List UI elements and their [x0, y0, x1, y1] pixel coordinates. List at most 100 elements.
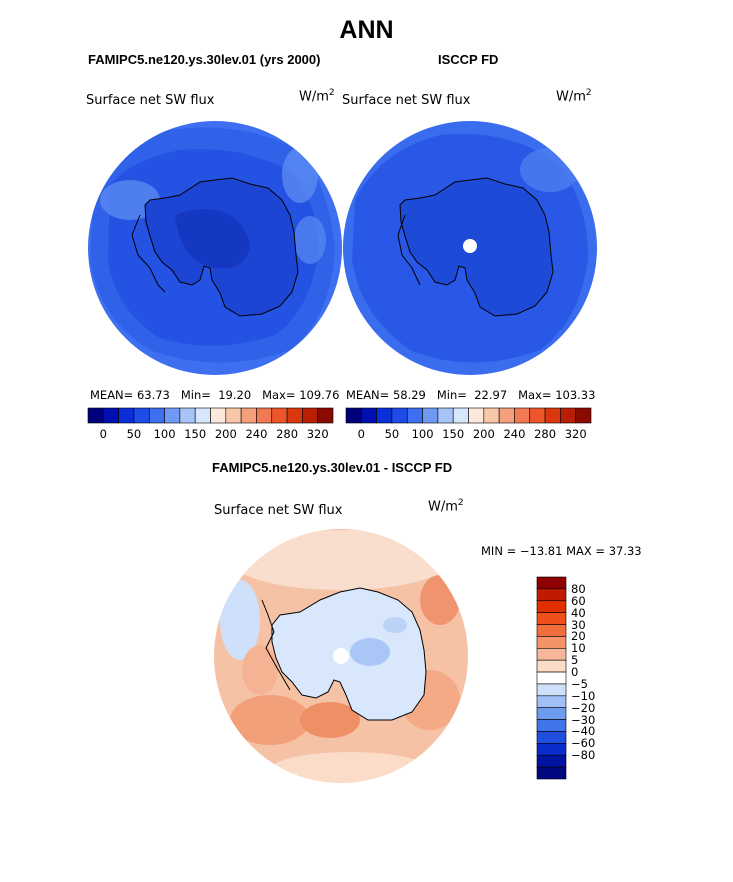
- left-colorbar-swatch: [148, 407, 165, 424]
- left-colorbar-tick-label: 100: [153, 427, 176, 441]
- right-colorbar-swatch: [406, 407, 423, 424]
- left-colorbar-tick-label: 280: [276, 427, 299, 441]
- diff-colorbar-tick-label: 60: [571, 593, 586, 608]
- right-colorbar-swatch: [452, 407, 469, 424]
- left-colorbar-swatch: [210, 407, 227, 424]
- right-colorbar-swatch: [468, 407, 485, 424]
- left-colorbar-swatch: [286, 407, 303, 424]
- diff-panel-title: FAMIPC5.ne120.ys.30lev.01 - ISCCP FD: [212, 460, 453, 475]
- diff-colorbar-tick-label: 5: [571, 653, 579, 668]
- right-variable-label: Surface net SW flux: [342, 93, 471, 108]
- diff-colorbar-tick-label: 80: [571, 581, 586, 596]
- diff-colorbar-swatch: [536, 766, 567, 780]
- right-min-value: 22.97: [474, 388, 508, 402]
- diff-colorbar-swatch: [536, 671, 567, 685]
- left-stats: MEAN= 63.73 Min= 19.20 Max= 109.76: [90, 388, 340, 402]
- diff-colorbar-tick-label: −30: [571, 712, 596, 727]
- right-colorbar-swatch: [345, 407, 362, 424]
- diff-colorbar-swatch: [536, 647, 567, 661]
- left-colorbar-tick-label: 200: [214, 427, 237, 441]
- right-stats: MEAN= 58.29 Min= 22.97 Max= 103.33: [346, 388, 596, 402]
- diff-colorbar-tick-label: 40: [571, 605, 586, 620]
- left-colorbar-swatch: [164, 407, 181, 424]
- diff-colorbar-swatch: [536, 612, 567, 625]
- left-colorbar-tick-label: 150: [184, 427, 207, 441]
- left-colorbar-swatch: [256, 407, 273, 424]
- diff-colorbar-swatch: [536, 600, 567, 613]
- right-colorbar-swatch: [514, 407, 531, 424]
- right-colorbar-swatch: [437, 407, 454, 424]
- diff-colorbar-tick-label: −60: [571, 736, 596, 751]
- right-colorbar-swatch: [483, 407, 500, 424]
- diff-minmax: MIN = −13.81 MAX = 37.33: [481, 544, 642, 558]
- left-colorbar-swatch: [302, 407, 318, 424]
- right-colorbar-tick-label: 0: [357, 427, 365, 441]
- right-colorbar-tick-label: 280: [534, 427, 557, 441]
- left-colorbar-tick-label: 240: [245, 427, 268, 441]
- right-colorbar-tick-label: 320: [564, 427, 587, 441]
- diff-colorbar-swatch: [536, 683, 567, 697]
- left-colorbar-swatch: [194, 407, 211, 424]
- diff-variable-label: Surface net SW flux: [214, 503, 343, 518]
- diff-colorbar-swatch: [536, 588, 567, 602]
- diff-colorbar: [536, 576, 567, 780]
- left-colorbar-swatch: [240, 407, 257, 424]
- diff-colorbar-tick-label: −40: [571, 724, 596, 739]
- left-variable-label: Surface net SW flux: [86, 93, 215, 108]
- right-max-value: 103.33: [555, 388, 596, 402]
- diff-colorbar-swatch: [536, 624, 567, 637]
- right-colorbar: [345, 407, 592, 424]
- diff-colorbar-swatch: [536, 695, 567, 709]
- right-colorbar-tick-label: 150: [442, 427, 465, 441]
- figure-title: ANN: [339, 16, 394, 44]
- left-colorbar-tick-label: 50: [126, 427, 142, 441]
- diff-colorbar-tick-label: 0: [571, 665, 579, 680]
- diff-colorbar-swatch: [536, 636, 567, 649]
- diff-colorbar-tick-label: −20: [571, 700, 596, 715]
- diff-colorbar-swatch: [536, 719, 567, 732]
- right-colorbar-swatch: [391, 407, 408, 424]
- left-colorbar: [87, 407, 334, 424]
- model-polar-map: [88, 121, 342, 375]
- diff-colorbar-tick-label: −80: [571, 748, 596, 763]
- diff-colorbar-tick-label: 30: [571, 617, 586, 632]
- right-colorbar-swatch: [376, 407, 393, 424]
- diff-units-label: W/m2: [428, 498, 464, 515]
- right-colorbar-swatch: [560, 407, 576, 424]
- left-colorbar-swatch: [87, 407, 104, 424]
- diff-colorbar-tick-label: −5: [571, 676, 588, 691]
- left-colorbar-swatch: [317, 407, 334, 424]
- right-colorbar-tick-label: 200: [472, 427, 495, 441]
- right-colorbar-tick-label: 50: [384, 427, 400, 441]
- left-units-label: W/m2: [299, 88, 335, 105]
- diff-colorbar-swatch: [536, 731, 567, 744]
- obs-polar-map: [343, 121, 597, 375]
- right-colorbar-swatch: [544, 407, 561, 424]
- right-panel-title: ISCCP FD: [438, 52, 499, 67]
- left-colorbar-tick-label: 320: [306, 427, 329, 441]
- left-colorbar-swatch: [179, 407, 196, 424]
- left-max-value: 109.76: [299, 388, 340, 402]
- right-colorbar-swatch: [529, 407, 546, 424]
- left-colorbar-swatch: [271, 407, 288, 424]
- right-mean-value: 58.29: [392, 388, 426, 402]
- diff-colorbar-swatch: [536, 743, 567, 756]
- diff-colorbar-swatch: [536, 707, 567, 720]
- right-colorbar-swatch: [498, 407, 515, 424]
- right-colorbar-swatch: [575, 407, 592, 424]
- right-colorbar-swatch: [422, 407, 439, 424]
- diff-polar-map: [214, 529, 468, 783]
- left-colorbar-swatch: [103, 407, 119, 424]
- left-panel-title: FAMIPC5.ne120.ys.30lev.01 (yrs 2000): [88, 52, 321, 67]
- left-min-value: 19.20: [218, 388, 252, 402]
- right-colorbar-tick-label: 240: [503, 427, 526, 441]
- diff-colorbar-tick-label: 20: [571, 629, 586, 644]
- right-colorbar-swatch: [361, 407, 377, 424]
- diff-colorbar-swatch: [536, 754, 567, 768]
- left-colorbar-tick-label: 0: [99, 427, 107, 441]
- diff-colorbar-swatch: [536, 659, 567, 673]
- left-mean-value: 63.73: [136, 388, 170, 402]
- left-colorbar-swatch: [133, 407, 150, 424]
- right-units-label: W/m2: [556, 88, 592, 105]
